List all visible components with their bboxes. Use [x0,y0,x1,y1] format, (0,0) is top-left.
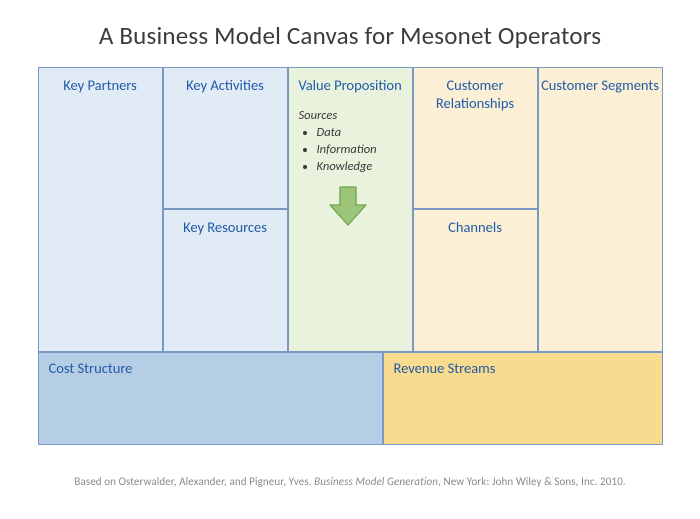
credit-line: Based on Osterwalder, Alexander, and Pig… [0,475,700,488]
sources-title: Sources [299,108,404,123]
credit-suffix: , New York: John Wiley & Sons, Inc. 2010… [438,475,626,488]
down-arrow-icon [328,185,368,232]
sources-block: Sources DataInformationKnowledge [289,94,412,176]
cell-heading: Key Partners [39,68,162,94]
cell-cost-structure: Cost Structure [38,352,383,445]
cell-revenue-streams: Revenue Streams [383,352,663,445]
sources-item: Information [317,142,404,159]
business-model-canvas: Key Partners Key Activities Key Resource… [38,67,663,445]
sources-item: Knowledge [317,159,404,176]
cell-customer-segments: Customer Segments [538,67,663,352]
credit-book: Business Model Generation [314,475,438,488]
cell-key-resources: Key Resources [163,209,288,352]
page-title: A Business Model Canvas for Mesonet Oper… [0,20,700,51]
cell-heading: Cost Structure [39,353,382,377]
cell-key-partners: Key Partners [38,67,163,352]
cell-heading: Key Activities [164,68,287,94]
credit-prefix: Based on Osterwalder, Alexander, and Pig… [74,475,314,488]
cell-heading: Revenue Streams [384,353,662,377]
cell-customer-relationships: Customer Relationships [413,67,538,209]
cell-key-activities: Key Activities [163,67,288,209]
cell-channels: Channels [413,209,538,352]
sources-item: Data [317,125,404,142]
cell-heading: Key Resources [164,210,287,236]
cell-heading: Value Proposition [289,68,412,94]
sources-list: DataInformationKnowledge [299,125,404,176]
cell-heading: Channels [414,210,537,236]
cell-heading: Customer Relationships [414,68,537,112]
cell-heading: Customer Segments [539,68,662,94]
